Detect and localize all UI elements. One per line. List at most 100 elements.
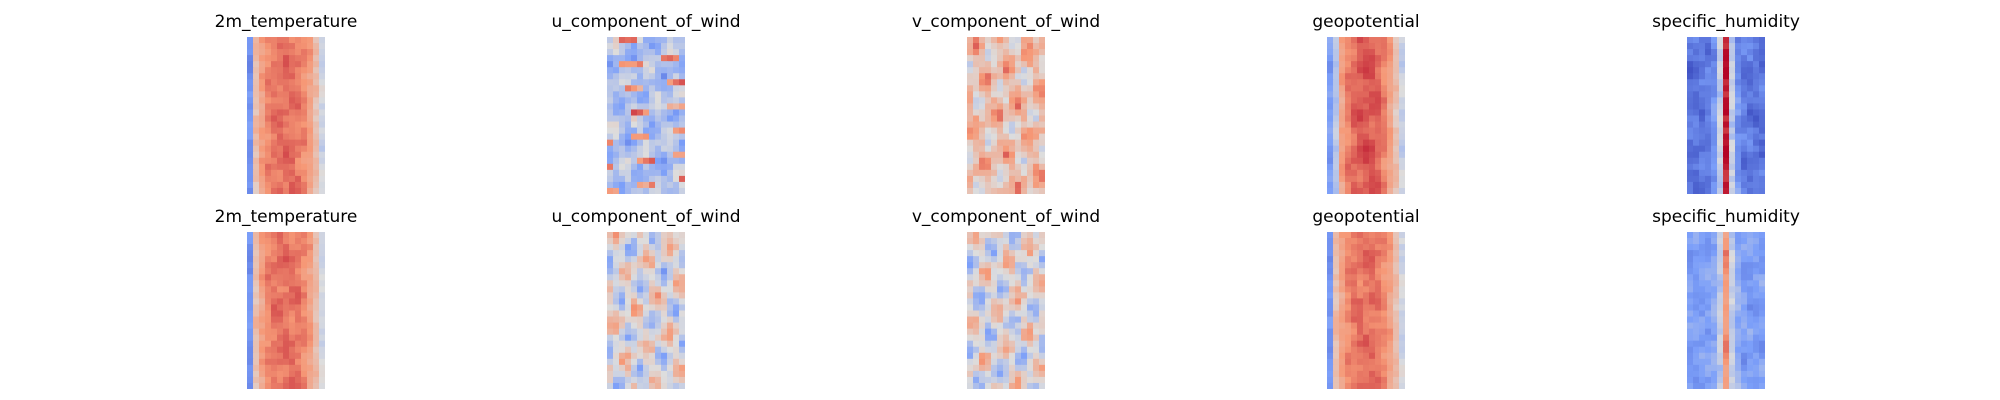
heatmap-cell xyxy=(1693,169,1700,177)
heatmap-cell xyxy=(313,109,320,117)
heatmap-cell xyxy=(673,187,680,194)
heatmap-cell xyxy=(289,352,296,360)
heatmap-cell xyxy=(607,334,614,342)
heatmap-cell xyxy=(979,310,986,318)
heatmap-cell xyxy=(1393,268,1400,275)
heatmap-cell xyxy=(625,61,632,68)
heatmap-cell xyxy=(667,37,674,44)
heatmap-cell xyxy=(307,316,314,324)
heatmap-cell xyxy=(631,280,638,287)
heatmap-cell xyxy=(1363,286,1370,293)
heatmap-cell xyxy=(1021,316,1028,324)
heatmap-cell xyxy=(979,151,986,159)
heatmap-cell xyxy=(1333,145,1340,153)
heatmap-cell xyxy=(1741,268,1748,275)
heatmap-cell xyxy=(1747,67,1754,74)
heatmap-cell xyxy=(1705,187,1712,194)
heatmap-cell xyxy=(319,352,325,360)
heatmap-cell xyxy=(1333,256,1340,263)
heatmap-cell xyxy=(1327,286,1334,293)
heatmap-cell xyxy=(319,175,325,183)
heatmap-cell xyxy=(271,169,278,177)
heatmap-cell xyxy=(277,133,284,141)
heatmap-cell xyxy=(1699,310,1706,318)
heatmap-cell xyxy=(283,328,290,336)
heatmap-field xyxy=(607,232,685,389)
heatmap-cell xyxy=(631,175,638,183)
heatmap-cell xyxy=(307,139,314,147)
heatmap-cell xyxy=(319,169,325,177)
heatmap-cell xyxy=(619,67,626,74)
heatmap-cell xyxy=(259,244,266,251)
heatmap-cell xyxy=(301,61,308,68)
heatmap-cell xyxy=(1717,139,1724,147)
heatmap-cell xyxy=(1375,322,1382,330)
heatmap-cell xyxy=(1327,370,1334,378)
heatmap-cell xyxy=(1699,292,1706,300)
heatmap-cell xyxy=(289,187,296,194)
heatmap-cell xyxy=(1375,274,1382,281)
heatmap-cell xyxy=(1027,55,1034,62)
heatmap-cell xyxy=(1753,352,1760,360)
heatmap-cell xyxy=(619,328,626,336)
heatmap-cell xyxy=(1399,67,1405,74)
heatmap-cell xyxy=(619,79,626,86)
heatmap-cell xyxy=(313,310,320,318)
heatmap-cell xyxy=(661,334,668,342)
heatmap-cell xyxy=(679,250,685,257)
heatmap-cell xyxy=(1735,109,1742,117)
heatmap-cell xyxy=(1735,346,1742,354)
heatmap-cell xyxy=(1699,286,1706,293)
heatmap-cell xyxy=(613,250,620,257)
heatmap-cell xyxy=(661,79,668,86)
heatmap-cell xyxy=(1399,121,1405,129)
heatmap-cell xyxy=(295,298,302,306)
heatmap-cell xyxy=(619,286,626,293)
heatmap-cell xyxy=(973,67,980,74)
heatmap-cell xyxy=(679,358,685,366)
heatmap-cell xyxy=(1399,97,1405,105)
heatmap-cell xyxy=(673,43,680,50)
heatmap-cell xyxy=(1333,346,1340,354)
heatmap-cell xyxy=(1759,346,1765,354)
heatmap-cell xyxy=(661,340,668,348)
heatmap-cell xyxy=(319,304,325,312)
heatmap-cell xyxy=(1021,49,1028,56)
heatmap-cell xyxy=(277,181,284,189)
heatmap-cell xyxy=(1339,127,1346,135)
heatmap-cell xyxy=(673,328,680,336)
heatmap-cell xyxy=(619,49,626,56)
heatmap-cell xyxy=(967,274,974,281)
heatmap-cell xyxy=(1759,232,1765,239)
heatmap-cell xyxy=(1327,181,1334,189)
heatmap-cell xyxy=(1687,268,1694,275)
heatmap-cell xyxy=(1729,262,1736,269)
heatmap-cell xyxy=(661,280,668,287)
heatmap-cell xyxy=(1027,292,1034,300)
heatmap-cell xyxy=(307,73,314,80)
heatmap-cell xyxy=(1033,298,1040,306)
heatmap-cell xyxy=(649,163,656,171)
heatmap-cell xyxy=(313,133,320,141)
heatmap-cell xyxy=(1717,109,1724,117)
heatmap-cell xyxy=(1693,115,1700,123)
heatmap-cell xyxy=(1357,376,1364,384)
heatmap-cell xyxy=(1693,268,1700,275)
heatmap-cell xyxy=(667,250,674,257)
heatmap-cell xyxy=(247,292,254,300)
heatmap-cell xyxy=(1015,298,1022,306)
heatmap-cell xyxy=(619,298,626,306)
heatmap-cell xyxy=(1381,268,1388,275)
heatmap-cell xyxy=(1399,250,1405,257)
heatmap-cell xyxy=(643,358,650,366)
heatmap-cell xyxy=(247,310,254,318)
heatmap-cell xyxy=(625,268,632,275)
heatmap-cell xyxy=(679,163,685,171)
heatmap-cell xyxy=(265,256,272,263)
heatmap-cell xyxy=(1387,181,1394,189)
heatmap-cell xyxy=(1735,376,1742,384)
heatmap-cell xyxy=(313,37,320,44)
heatmap-cell xyxy=(661,139,668,147)
heatmap-cell xyxy=(973,157,980,165)
heatmap-cell xyxy=(1741,73,1748,80)
